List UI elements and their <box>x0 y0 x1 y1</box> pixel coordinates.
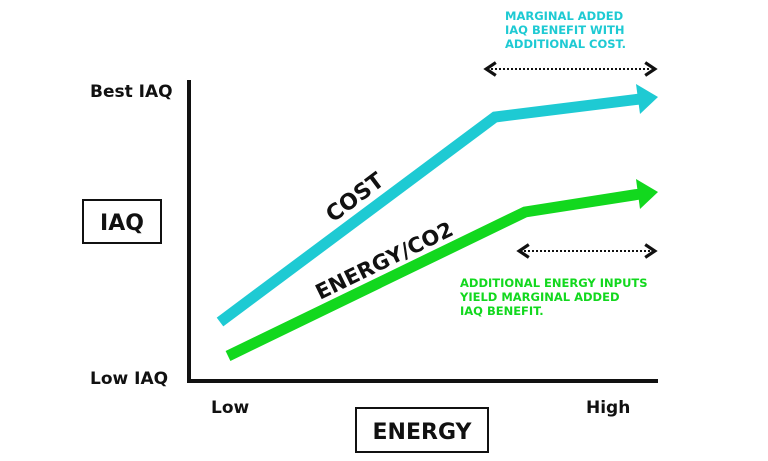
energy-label-box <box>355 407 489 453</box>
energy-line <box>225 188 641 361</box>
best-iaq-label: Best IAQ <box>90 82 173 102</box>
energy-note-line: YIELD MARGINAL ADDED <box>459 290 620 304</box>
energy-arrowhead <box>636 179 658 209</box>
x-axis-title: ENERGY <box>373 420 473 445</box>
x-low-label: Low <box>211 398 250 418</box>
cost-line <box>216 93 641 327</box>
cost-arrowhead <box>636 84 658 114</box>
x-high-label: High <box>586 398 630 418</box>
cost-note-line: IAQ BENEFIT WITH <box>505 23 624 37</box>
energy-note-line: ADDITIONAL ENERGY INPUTS <box>460 276 648 290</box>
y-axis-title: IAQ <box>100 211 144 236</box>
energy-note: ADDITIONAL ENERGY INPUTS YIELD MARGINAL … <box>459 276 648 318</box>
cost-note-line: ADDITIONAL COST. <box>505 37 626 51</box>
iaq-label-box <box>82 199 162 244</box>
cost-note: MARGINAL ADDED IAQ BENEFIT WITH ADDITION… <box>505 9 626 51</box>
low-iaq-label: Low IAQ <box>90 369 168 389</box>
cost-note-line: MARGINAL ADDED <box>505 9 623 23</box>
energy-note-line: IAQ BENEFIT. <box>460 304 544 318</box>
